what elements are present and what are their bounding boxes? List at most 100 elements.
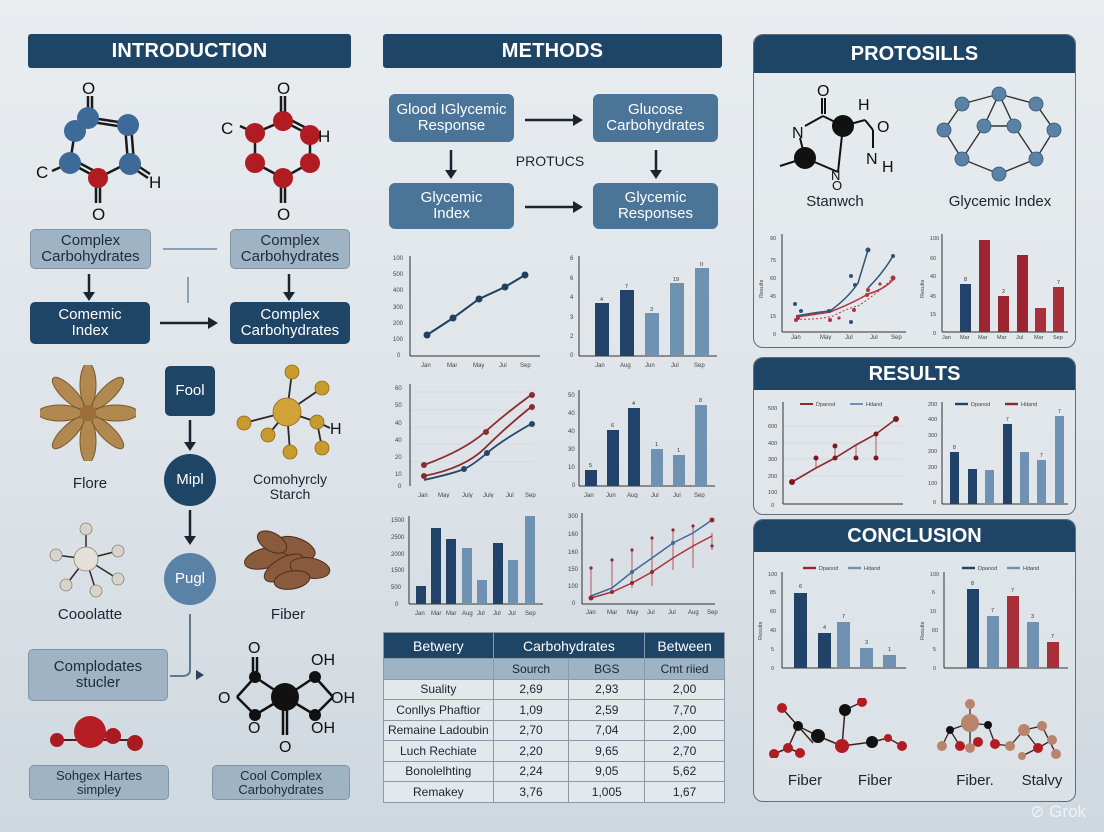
svg-text:Mar: Mar [447,363,457,369]
table-row: Remakey 3,76 1,005 1,67 [383,781,725,803]
svg-text:100: 100 [768,572,777,578]
svg-text:Jul: Jul [673,493,681,498]
connector-line [187,277,189,303]
svg-text:60: 60 [395,386,402,392]
svg-text:Jul: Jul [668,610,676,616]
svg-text:100: 100 [930,572,939,578]
svg-text:160: 160 [568,532,579,538]
svg-text:6: 6 [570,256,574,262]
svg-text:Jan: Jan [418,493,428,498]
sohgex-hartes-box: Sohgex Hartes simpley [29,765,169,800]
svg-text:40: 40 [930,274,936,280]
svg-text:Jan: Jan [595,363,605,369]
svg-text:Sep: Sep [1053,335,1063,340]
arrow-down-icon [184,420,196,451]
svg-text:2000: 2000 [391,552,405,558]
table-header: Carbohydrates [492,632,646,659]
svg-text:1: 1 [888,647,891,653]
svg-text:N: N [866,151,878,168]
fiber-beans-icon [244,530,331,590]
methods-line-chart-1: 100 500 400 300 200 100 0 Jan Mar May Jul Sep [393,256,540,369]
svg-text:Jun: Jun [645,363,655,369]
results-header: RESULTS [754,358,1075,390]
svg-text:7: 7 [1057,280,1060,286]
svg-text:100: 100 [928,481,937,487]
svg-text:0: 0 [933,500,936,506]
svg-text:8: 8 [964,277,967,283]
svg-text:5: 5 [933,647,936,653]
svg-text:O: O [92,205,105,223]
connector-line [163,248,217,250]
svg-text:7: 7 [842,614,845,620]
svg-text:200: 200 [928,465,937,471]
svg-text:Aug: Aug [688,610,699,616]
svg-text:200: 200 [928,449,937,455]
svg-text:O: O [248,640,260,657]
svg-text:4: 4 [632,401,635,407]
svg-text:3: 3 [865,640,868,646]
svg-text:400: 400 [393,288,404,294]
svg-text:Sep: Sep [694,363,705,369]
svg-text:Jul: Jul [870,335,878,340]
cooolatte-label: Cooolatte [57,606,123,623]
svg-text:Mar: Mar [997,335,1007,340]
fiber-label: Fiber [270,606,306,623]
glycemic-responses-box: Glycemic Responses [593,183,718,229]
svg-text:50: 50 [568,393,575,399]
svg-text:July: July [462,493,473,498]
svg-text:O: O [277,205,290,223]
svg-text:40: 40 [568,411,575,417]
svg-text:1500: 1500 [391,518,405,524]
svg-text:May: May [820,335,831,340]
svg-text:Sep: Sep [520,363,531,369]
arrow-right-icon [160,317,218,329]
svg-text:N: N [831,168,840,183]
svg-text:Mar: Mar [431,611,441,617]
svg-text:Jul: Jul [499,363,507,369]
svg-text:Hdand: Hdand [1021,402,1037,408]
svg-text:6: 6 [932,590,935,596]
svg-text:Jul: Jul [508,611,516,617]
svg-text:7: 7 [625,284,628,290]
arrow-down-icon [184,510,196,545]
arrow-down-icon [83,274,95,301]
table-subheader: Sourch [492,658,570,680]
svg-text:8: 8 [971,581,974,587]
svg-text:Jan: Jan [421,363,431,369]
fiber-molecule-1-icon [769,698,907,758]
comemic-index-box: Comemic Index [30,302,150,344]
svg-text:O: O [248,720,260,737]
svg-text:5: 5 [771,647,774,653]
cool-complex-carbohydrates-box: Cool Complex Carbohydrates [212,765,350,800]
svg-text:5: 5 [589,463,592,469]
starch-structure-icon: O N H O N H N O [779,83,894,190]
flow-node-fool: Fool [165,366,215,416]
svg-text:Jul: Jul [493,611,501,617]
methods-data-table: Betwery Carbohydrates Between Sourch BGS… [383,632,725,803]
svg-text:150: 150 [568,567,579,573]
svg-text:0: 0 [570,353,574,359]
svg-text:0: 0 [773,332,776,338]
svg-text:500: 500 [768,406,777,412]
hydroxyl-molecule-icon: O OH O OH O OH O [218,640,355,755]
svg-text:8: 8 [699,398,702,404]
svg-text:45: 45 [770,294,776,300]
svg-text:H: H [858,97,870,114]
fiber-label-1: Fiber [787,772,823,789]
svg-text:7: 7 [991,608,994,614]
svg-text:3: 3 [1031,614,1034,620]
svg-text:10: 10 [930,609,936,615]
svg-text:0: 0 [700,262,703,268]
svg-text:75: 75 [770,258,776,264]
conclusion-header: CONCLUSION [754,520,1075,552]
svg-text:3: 3 [570,315,574,321]
red-molecule-icon [50,716,143,751]
svg-text:100: 100 [393,256,404,262]
svg-text:Jul: Jul [845,335,853,340]
svg-text:Jun: Jun [606,493,616,498]
svg-text:6: 6 [570,276,574,282]
svg-text:Dpanod: Dpanod [978,566,997,572]
svg-text:500: 500 [391,585,402,591]
